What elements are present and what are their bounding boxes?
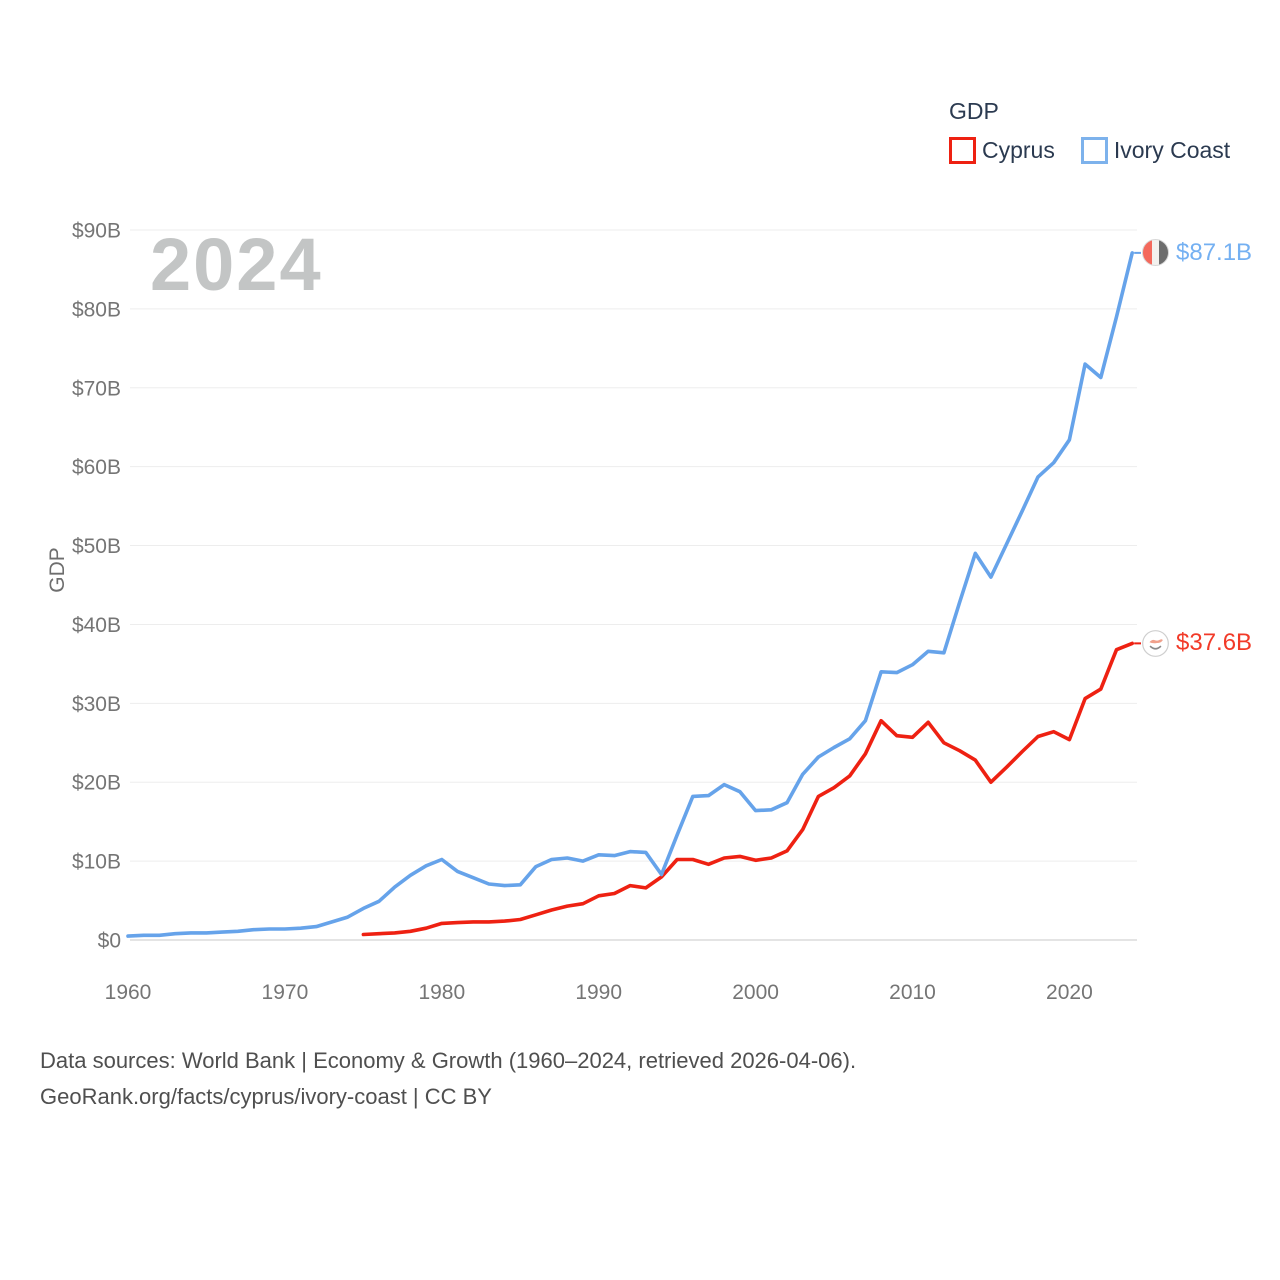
x-tick-label: 2000: [732, 981, 779, 1004]
x-tick-label: 2020: [1046, 981, 1093, 1004]
footer-data-sources: Data sources: World Bank | Economy & Gro…: [40, 1048, 857, 1073]
y-tick-label: $30B: [72, 693, 121, 716]
cyprus-swatch-icon: [949, 137, 976, 165]
ivory-coast-swatch-icon: [1080, 137, 1108, 165]
y-tick-label: $60B: [72, 456, 121, 479]
legend-row: Cyprus Ivory Coast: [949, 137, 1231, 165]
y-tick-label: $90B: [72, 220, 121, 243]
legend-item-cyprus[interactable]: Cyprus: [949, 137, 1055, 165]
y-axis-title: GDP: [46, 547, 69, 593]
legend-label-cyprus: Cyprus: [982, 137, 1055, 164]
cyprus-line: [361, 641, 1134, 937]
legend-title: GDP: [949, 98, 999, 124]
cyprus-end-label: $37.6B: [1176, 629, 1253, 657]
cyprus-flag-icon: [1142, 629, 1169, 657]
y-tick-label: $20B: [72, 772, 121, 795]
y-tick-label: $0: [98, 930, 121, 953]
x-tick-label: 1980: [418, 981, 465, 1004]
year-watermark: 2024: [150, 223, 323, 306]
ivory-coast-end-label: $87.1B: [1176, 238, 1253, 266]
legend: GDP Cyprus Ivory Coast: [949, 98, 1231, 165]
x-tick-label: 1960: [105, 981, 152, 1004]
x-tick-label: 2010: [889, 981, 936, 1004]
legend-label-ivory-coast: Ivory Coast: [1113, 137, 1231, 164]
legend-item-ivory-coast[interactable]: Ivory Coast: [1080, 137, 1231, 165]
ivory-coast-line: [126, 251, 1134, 938]
y-tick-label: $10B: [72, 851, 121, 874]
y-tick-label: $80B: [72, 298, 121, 321]
y-tick-label: $70B: [72, 377, 121, 400]
footer-attribution: GeoRank.org/facts/cyprus/ivory-coast | C…: [40, 1084, 492, 1109]
x-tick-label: 1990: [575, 981, 622, 1004]
ivory-coast-flag-icon: [1142, 239, 1169, 267]
y-tick-label: $50B: [72, 535, 121, 558]
x-tick-label: 1970: [262, 981, 309, 1004]
y-tick-label: $40B: [72, 614, 121, 637]
